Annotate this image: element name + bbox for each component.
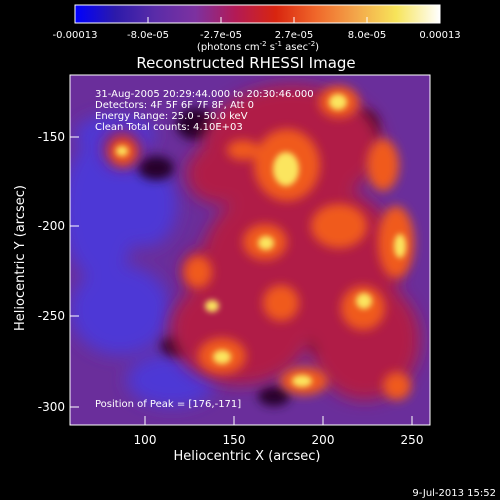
y-tick-label-0: -150 bbox=[38, 130, 65, 144]
info-line-2: Detectors: 4F 5F 6F 7F 8F, Att 0 bbox=[95, 100, 254, 111]
plot-title: Reconstructed RHESSI Image bbox=[136, 54, 355, 72]
x-axis-ticks bbox=[144, 416, 413, 425]
rhessi-map bbox=[70, 75, 430, 425]
info-line-1: 31-Aug-2005 20:29:44.000 to 20:30:46.000 bbox=[95, 89, 314, 100]
unit-prefix: (photons cm bbox=[197, 42, 260, 53]
unit-exp-1: -2 bbox=[260, 40, 267, 48]
colorbar-ticks bbox=[74, 17, 441, 23]
colorbar-tick-label-4: 8.0e-05 bbox=[348, 30, 386, 41]
colorbar-tick-label-2: -2.7e-05 bbox=[200, 30, 242, 41]
x-tick-label-2: 200 bbox=[312, 433, 335, 447]
x-tick-label-1: 150 bbox=[223, 433, 246, 447]
unit-exp-2: -1 bbox=[275, 40, 282, 48]
info-line-4: Clean Total counts: 4.10E+03 bbox=[95, 122, 243, 133]
hot-spots bbox=[116, 94, 406, 387]
x-tick-label-0: 100 bbox=[134, 433, 157, 447]
unit-exp-3: -2 bbox=[308, 40, 315, 48]
colorbar-unit-label: (photons cm-2 s-1 asec-2) bbox=[197, 40, 319, 53]
x-tick-label-3: 250 bbox=[401, 433, 424, 447]
colorbar-tick-label-3: 2.7e-05 bbox=[275, 30, 313, 41]
unit-mid-1: s bbox=[267, 42, 275, 53]
colorbar-tick-label-1: -8.0e-05 bbox=[127, 30, 169, 41]
y-tick-label-2: -250 bbox=[38, 309, 65, 323]
unit-suffix: ) bbox=[315, 42, 319, 53]
colorbar-gradient bbox=[74, 4, 441, 24]
colorbar: -0.00013 -8.0e-05 -2.7e-05 2.7e-05 8.0e-… bbox=[53, 4, 461, 53]
y-tick-label-1: -200 bbox=[38, 219, 65, 233]
y-tick-label-3: -300 bbox=[38, 400, 65, 414]
info-overlay: 31-Aug-2005 20:29:44.000 to 20:30:46.000… bbox=[95, 89, 314, 410]
peak-position-label: Position of Peak = [176,-171] bbox=[95, 399, 241, 410]
unit-mid-2: asec bbox=[282, 42, 308, 53]
y-axis-ticks bbox=[70, 136, 79, 408]
colorbar-tick-label-0: -0.00013 bbox=[53, 30, 98, 41]
plot-frame bbox=[69, 74, 431, 426]
info-line-3: Energy Range: 25.0 - 50.0 keV bbox=[95, 111, 248, 122]
colorbar-tick-label-5: 0.00013 bbox=[419, 30, 460, 41]
footer-date: 9-Jul-2013 15:52 bbox=[412, 488, 496, 499]
y-axis-label: Heliocentric Y (arcsec) bbox=[13, 185, 28, 331]
x-axis-label: Heliocentric X (arcsec) bbox=[174, 449, 321, 464]
